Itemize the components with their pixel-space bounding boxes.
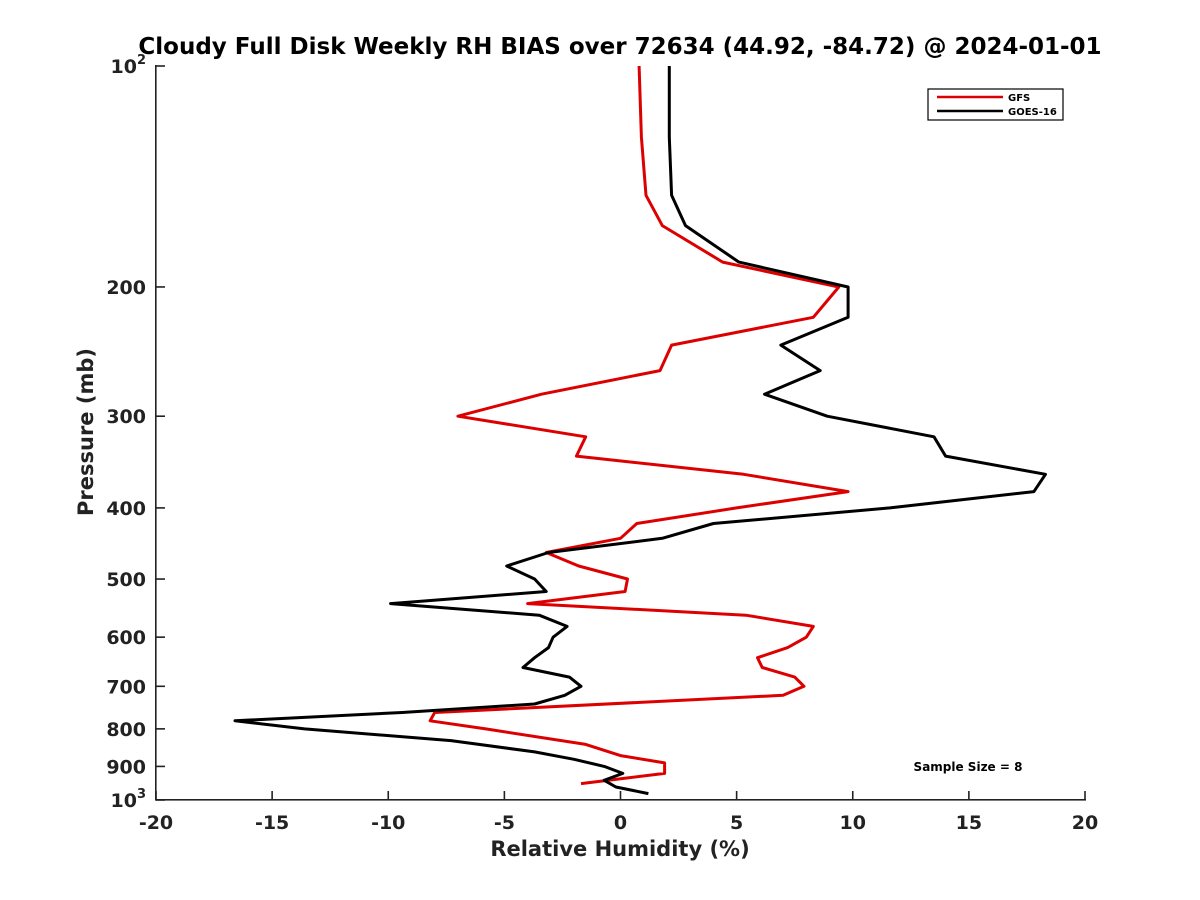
x-tick-label: -20 — [139, 812, 173, 834]
y-tick-label: 200 — [106, 277, 146, 299]
series-line-gfs — [428, 65, 850, 786]
y-tick-label: 600 — [106, 627, 146, 649]
x-axis-label: Relative Humidity (%) — [490, 837, 749, 861]
chart-title: Cloudy Full Disk Weekly RH BIAS over 726… — [138, 34, 1101, 60]
x-tick-label: 15 — [956, 812, 982, 834]
y-tick-label: 800 — [106, 719, 146, 741]
y-tick-label: 400 — [106, 498, 146, 520]
y-tick-label: 900 — [106, 756, 146, 778]
x-tick-label: -10 — [371, 812, 405, 834]
plot-frame-left — [155, 65, 157, 800]
legend: GFS GOES-16 — [927, 88, 1064, 121]
legend-box — [927, 88, 1064, 121]
x-axis: -20 -15 -10 -5 0 5 10 15 20 — [139, 791, 1098, 834]
y-tick-label: 700 — [106, 676, 146, 698]
x-tick-label: 0 — [614, 812, 627, 834]
x-tick-label: 10 — [840, 812, 866, 834]
series-layer — [233, 65, 1047, 796]
y-axis-label: Pressure (mb) — [74, 348, 98, 516]
legend-label-gfs: GFS — [1008, 93, 1030, 104]
x-tick-label: 20 — [1072, 812, 1098, 834]
series-line-goes16 — [233, 66, 1047, 796]
y-tick-label: 300 — [106, 406, 146, 428]
x-tick-label: 5 — [730, 812, 743, 834]
y-tick-label: 500 — [106, 569, 146, 591]
sample-size-annotation: Sample Size = 8 — [914, 760, 1023, 774]
legend-label-goes16: GOES-16 — [1008, 107, 1057, 118]
x-tick-label: -15 — [255, 812, 289, 834]
x-tick-label: -5 — [494, 812, 515, 834]
